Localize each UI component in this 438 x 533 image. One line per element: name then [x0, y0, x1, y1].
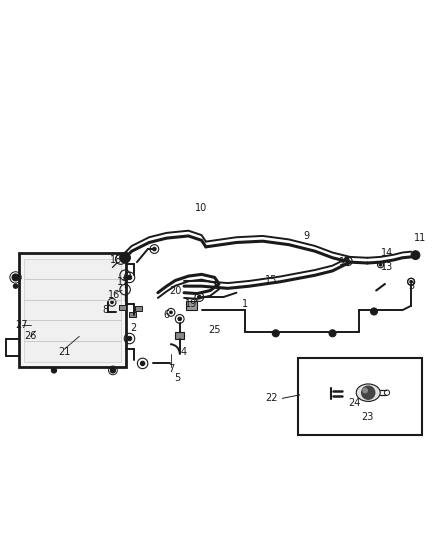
Bar — [24, 259, 121, 362]
Circle shape — [51, 368, 57, 373]
Text: 24: 24 — [348, 398, 360, 408]
Text: 27: 27 — [15, 320, 28, 330]
Text: 6: 6 — [163, 310, 170, 319]
Text: 8: 8 — [102, 305, 109, 315]
Text: 2: 2 — [131, 322, 137, 333]
Text: 22: 22 — [265, 393, 278, 403]
Circle shape — [152, 247, 156, 251]
Circle shape — [12, 274, 19, 281]
Text: 23: 23 — [361, 412, 374, 422]
Text: 21: 21 — [58, 346, 70, 357]
Ellipse shape — [356, 384, 380, 401]
Circle shape — [178, 317, 181, 321]
Bar — [19, 253, 126, 367]
Circle shape — [379, 263, 382, 266]
Circle shape — [141, 361, 145, 366]
Text: 9: 9 — [303, 231, 309, 241]
Bar — [297, 358, 422, 434]
Circle shape — [110, 368, 116, 373]
Text: 18: 18 — [110, 255, 123, 265]
Text: 5: 5 — [174, 373, 180, 383]
Text: 12: 12 — [339, 257, 352, 267]
Text: 19: 19 — [184, 298, 197, 309]
Circle shape — [410, 280, 413, 283]
Text: 26: 26 — [24, 332, 36, 341]
Text: 15: 15 — [265, 274, 278, 285]
Text: 3: 3 — [408, 281, 414, 291]
Text: 20: 20 — [169, 286, 181, 295]
Text: 1: 1 — [242, 298, 248, 309]
Circle shape — [120, 253, 131, 263]
Bar — [129, 312, 136, 317]
Circle shape — [127, 275, 132, 280]
Bar — [119, 305, 126, 310]
Circle shape — [13, 284, 18, 288]
Circle shape — [371, 308, 378, 315]
Circle shape — [346, 260, 350, 263]
Circle shape — [170, 311, 172, 313]
Circle shape — [272, 330, 279, 337]
Text: 4: 4 — [181, 346, 187, 357]
Bar — [135, 306, 142, 311]
Bar — [175, 332, 184, 338]
Text: 16: 16 — [108, 290, 120, 300]
Circle shape — [111, 301, 113, 304]
Circle shape — [127, 336, 132, 341]
Circle shape — [363, 389, 367, 393]
Text: 17: 17 — [117, 277, 129, 287]
Bar — [186, 301, 197, 310]
Circle shape — [198, 295, 201, 299]
Text: 14: 14 — [381, 248, 393, 259]
Text: 13: 13 — [381, 262, 393, 271]
Circle shape — [411, 251, 420, 260]
Text: 25: 25 — [208, 325, 221, 335]
Circle shape — [362, 386, 375, 399]
Text: 11: 11 — [414, 233, 426, 243]
Text: 7: 7 — [168, 364, 174, 374]
Text: 10: 10 — [195, 203, 208, 213]
Circle shape — [329, 330, 336, 337]
